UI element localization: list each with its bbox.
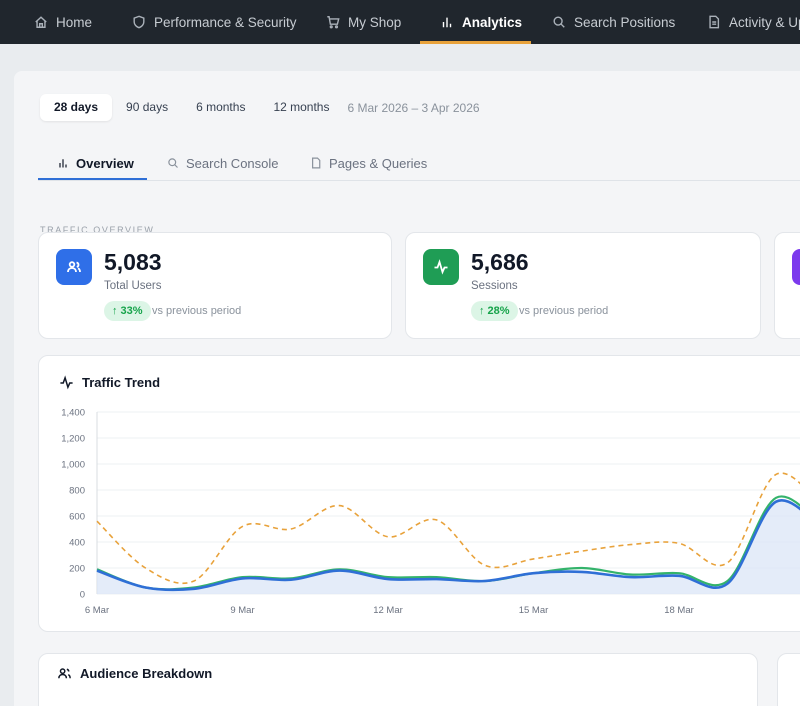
home-icon [35, 16, 47, 28]
document-icon [709, 15, 720, 29]
chart-title-text: Traffic Trend [82, 375, 161, 390]
range-tab-12-months[interactable]: 12 months [273, 100, 330, 114]
stat-icon-bg [56, 249, 92, 285]
search-icon [168, 158, 178, 168]
tab-search-console[interactable]: Search Console [167, 146, 279, 180]
stat-icon-bg [792, 249, 800, 285]
stat-value: 5,083 [104, 249, 162, 275]
tab-pages-queries[interactable]: Pages & Queries [310, 146, 427, 180]
users-icon [58, 668, 71, 679]
tab-label: Search Console [186, 155, 279, 171]
stat-compare-text: vs previous period [519, 305, 609, 317]
chart-title: Traffic Trend [59, 375, 160, 390]
tab-label: Pages & Queries [329, 155, 428, 171]
audience-breakdown-label: Audience Breakdown [80, 666, 213, 681]
secondary-bottom-card [777, 653, 800, 706]
nav-item-home[interactable]: Home [34, 0, 92, 44]
stat-icon-bg [423, 249, 459, 285]
nav-item-my-shop[interactable]: My Shop [326, 0, 401, 44]
nav-item-analytics[interactable]: Analytics [440, 0, 522, 44]
range-tab-6-months[interactable]: 6 months [196, 100, 246, 114]
traffic-trend-card: Traffic Trend [38, 355, 800, 632]
stat-card-sessions: 5,686 Sessions ↑ 28% vs previous period [405, 232, 761, 339]
audience-breakdown-title: Audience Breakdown [57, 666, 212, 681]
document-icon [312, 157, 321, 169]
date-range-text: 6 Mar 2026 – 3 Apr 2026 [347, 100, 480, 115]
nav-item-label: Activity & Up [729, 14, 800, 30]
nav-item-activity[interactable]: Activity & Up [707, 0, 800, 44]
stat-card-third [774, 232, 800, 339]
nav-item-label: Search Positions [574, 14, 676, 30]
audience-breakdown-card: Audience Breakdown [38, 653, 758, 706]
nav-item-label: Home [56, 14, 93, 30]
stat-delta-badge: ↑ 28% [471, 301, 518, 321]
tab-label: Overview [76, 155, 134, 171]
stat-value: 5,686 [471, 249, 529, 275]
nav-active-indicator [420, 41, 531, 44]
activity-icon [60, 375, 73, 390]
stat-label: Total Users [104, 280, 162, 292]
shield-icon [133, 15, 145, 29]
bar-chart-icon [442, 17, 452, 28]
tab-active-indicator [38, 178, 147, 180]
nav-item-label: Analytics [462, 14, 523, 30]
range-tab-90-days[interactable]: 90 days [126, 100, 169, 114]
activity-icon [434, 259, 448, 275]
range-tab-28-days[interactable]: 28 days [40, 94, 113, 121]
stat-label: Sessions [471, 280, 518, 292]
stat-card-users: 5,083 Total Users ↑ 33% vs previous peri… [38, 232, 392, 339]
tab-overview[interactable]: Overview [57, 146, 134, 180]
nav-item-label: My Shop [348, 14, 402, 30]
users-icon [67, 261, 81, 273]
nav-item-label: Performance & Security [154, 14, 297, 30]
search-icon [553, 16, 565, 28]
analytics-tabs: Overview Search Console Pages & Queries [38, 146, 800, 181]
nav-item-search-positions[interactable]: Search Positions [552, 0, 675, 44]
nav-item-performance-security[interactable]: Performance & Security [132, 0, 297, 44]
top-navigation: Home Performance & Security My Shop Anal… [0, 0, 800, 44]
cart-icon [327, 16, 340, 29]
date-range-selector: 28 days 90 days 6 months 12 months 6 Mar… [40, 94, 480, 121]
section-label: TRAFFIC OVERVIEW [40, 226, 155, 232]
bar-chart-icon [59, 159, 67, 168]
stat-delta-badge: ↑ 33% [104, 301, 151, 321]
stat-compare-text: vs previous period [152, 305, 242, 317]
